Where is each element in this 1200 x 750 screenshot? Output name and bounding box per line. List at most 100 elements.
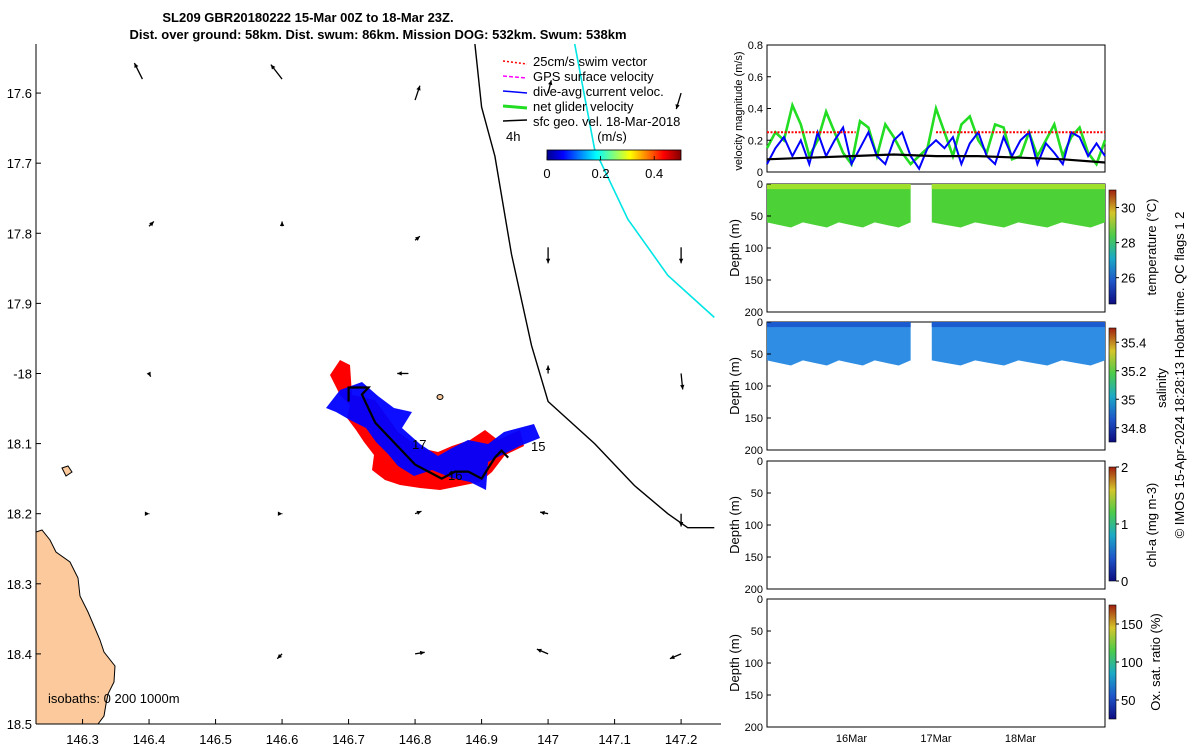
map-y-tick-label: 18.2 [7,507,32,522]
velocity-panel: 0 0.2 0.4 0.6 0.8 velocity magnitude (m/s) [733,40,1107,179]
colorbar-tick-label: 0 [1121,574,1128,589]
footer-credit: © IMOS 15-Apr-2024 18:28:13 Hobart time.… [1172,212,1187,539]
velocity-y-tick-label: 0 [757,167,763,179]
salinity-y-ticks: 0 50 100 150 200 [745,317,771,457]
geo-vector-arrow [397,371,409,376]
isobath-200 [474,44,715,529]
geo-vector-arrow [133,62,143,80]
section-surface-layer [767,184,911,190]
map-y-tick-label: 17.6 [7,86,32,101]
time-axis-ticks: 16Mar 17Mar 18Mar [836,733,1037,745]
geo-vector-arrow [669,653,682,660]
velocity-ylabel: velocity magnitude (m/s) [733,51,745,170]
map-x-tick-label: 147.2 [665,732,698,747]
velocity-y-tick-label: 0.2 [748,135,763,147]
depth-tick-label: 150 [745,552,763,564]
depth-tick-label: 150 [745,690,763,702]
island [61,465,73,477]
depth-tick-label: 0 [757,179,763,191]
map-x-tick-label: 146.8 [399,732,432,747]
oxygen-colorbar-ticks: 50 100 150 [1116,617,1143,708]
chla-ylabel: Depth (m) [727,496,742,554]
oxygen-panel: 0 50 100 150 200 Depth (m) 50 100 150 Ox. sat.… [727,594,1163,734]
reef-patch [436,394,444,400]
colorbar-tick-label: 100 [1121,655,1143,670]
salinity-colorbar-ticks: 34.8 35 35.2 35.4 [1116,335,1146,436]
speed-colorbar [546,149,682,161]
salinity-colorbar [1108,327,1117,443]
velocity-y-tick-label: 0.4 [748,104,763,116]
section-fill [931,184,1105,228]
depth-tick-label: 50 [751,626,763,638]
geo-vector-arrow [678,247,684,264]
colorbar-tick-label: 150 [1121,617,1143,632]
section-fill [931,322,1105,366]
temperature-colorbar-ticks: 26 28 30 [1116,201,1135,286]
velocity-series-line [766,153,1106,164]
colorbar-tick-label: 2 [1121,460,1128,475]
map-x-tick-label: 146.5 [199,732,232,747]
geo-vector-arrow [279,221,285,227]
salinity-data [767,322,1105,366]
temperature-cblabel: temperature (°C) [1144,199,1159,296]
depth-tick-label: 50 [751,349,763,361]
colorbar-tick-label: 35.2 [1121,364,1146,379]
salinity-ylabel: Depth (m) [727,357,742,415]
speed-colorbar-tick-label: 0 [543,166,550,181]
geo-vectors [133,62,685,660]
section-surface-layer [931,322,1105,328]
map-y-tick-label: 18.3 [7,577,32,592]
map-axis-ticks: 146.3 146.4 146.5 146.6 146.7 146.8 146.9 147 14… [7,86,698,747]
legend-current: dive-avg current veloc. [533,84,664,99]
speed-colorbar-tick-label: 0.2 [592,166,610,181]
map-y-tick-label: 18.4 [7,647,32,662]
section-fill [767,322,911,366]
legend-net-arrow [502,104,528,110]
chla-colorbar-ticks: 0 1 2 [1116,460,1128,589]
geo-vector-arrow [539,510,549,516]
geo-vector-arrow [414,650,425,656]
geo-vector-arrow [680,373,685,390]
geo-vector-arrow [414,510,422,515]
map-legend: 25cm/s swim vector GPS surface velocity … [502,54,682,181]
temperature-y-ticks: 0 50 100 150 200 [745,179,771,319]
geo-vector-arrow [144,511,150,516]
day-label-17: 17 [412,437,426,452]
colorbar-tick-label: 50 [1121,693,1135,708]
map-y-tick-label: 18.1 [7,437,32,452]
depth-tick-label: 200 [745,307,763,319]
map-y-tick-label: 17.8 [7,226,32,241]
temperature-ylabel: Depth (m) [727,219,742,277]
map-y-tick-label: -18 [13,366,32,381]
depth-tick-label: 0 [757,456,763,468]
colorbar-tick-label: 35 [1121,392,1135,407]
map-x-tick-label: 146.6 [266,732,299,747]
depth-tick-label: 200 [745,584,763,596]
current-vector-cloud [326,382,540,490]
section-surface-layer [767,322,911,328]
track-map: 146.3 146.4 146.5 146.6 146.7 146.8 146.9 147 14… [7,44,721,747]
map-x-tick-label: 146.9 [465,732,498,747]
depth-tick-label: 150 [745,275,763,287]
day-label-16: 16 [448,468,462,483]
colorbar-tick-label: 30 [1121,201,1135,216]
geo-vector-arrow [675,92,682,110]
colorbar-tick-label: 26 [1121,271,1135,286]
geo-vector-arrow [414,235,421,241]
speed-colorbar-tick-label: 0.4 [645,166,663,181]
colorbar-tick-label: 28 [1121,236,1135,251]
velocity-series [765,101,1107,171]
velocity-series-line [766,125,1106,171]
time-step-label: 4h [506,129,520,144]
map-x-tick-label: 146.4 [133,732,166,747]
legend-net: net glider velocity [533,99,634,114]
velocity-series-line [765,101,1107,168]
oxygen-frame [766,598,1106,728]
colorbar-tick-label: 34.8 [1121,421,1146,436]
geo-vector-arrow [678,513,684,527]
legend-current-arrow [502,90,528,94]
oxygen-colorbar [1108,604,1117,720]
time-tick-label: 18Mar [1005,733,1037,745]
map-x-tick-label: 146.7 [332,732,365,747]
